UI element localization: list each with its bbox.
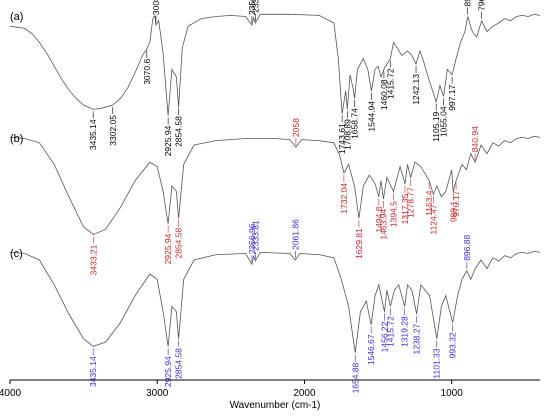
peak-label: 2854.58 <box>174 116 184 147</box>
peak-label: 1494.8 <box>374 206 384 232</box>
x-tick-label: 1000 <box>441 388 464 399</box>
panel-label: (a) <box>10 11 23 23</box>
peak-label: 989.1 <box>448 201 458 223</box>
peak-label: 1743.61 <box>337 123 347 154</box>
peak-label: 1708.89 <box>342 119 352 150</box>
peak-label: 3433.21 <box>88 244 98 275</box>
peak-label: 1460.08 <box>379 79 389 110</box>
x-axis-title: Wavenumber (cm-1) <box>230 400 321 411</box>
peak-label: 1055.04 <box>439 106 449 137</box>
panel-label: (c) <box>10 248 23 260</box>
peak-label: 2854.58 <box>174 348 184 379</box>
x-tick-label: 2000 <box>293 388 316 399</box>
peak-label: 1317.35 <box>400 193 410 224</box>
peak-label: 1463.94 <box>378 209 388 240</box>
peak-label: 896.88 <box>462 235 472 261</box>
peak-label: 3008.88 <box>151 0 161 15</box>
spectrum-line <box>9 135 541 236</box>
peak-label: 1319.28 <box>400 316 410 347</box>
peak-label: 1101.33 <box>432 348 442 378</box>
peak-label: 1544.94 <box>366 101 376 132</box>
peak-label: 840.94 <box>470 126 480 152</box>
peak-label: 997.17 <box>447 85 457 111</box>
peak-label: 1153.4 <box>424 190 434 216</box>
peak-label: 2925.94 <box>163 233 173 264</box>
peak-label: 993.32 <box>448 332 458 358</box>
peak-label: 1732.04 <box>339 183 349 214</box>
panel-1: (a) 3435.14 3302.05 3070.6 3008.88 2925.94285… <box>9 0 541 156</box>
spectrum-line <box>9 13 541 116</box>
x-tick-label: 3000 <box>146 388 169 399</box>
peak-label: 1658.74 <box>350 108 360 139</box>
peak-label: 2356.96 <box>247 0 257 15</box>
peak-label: 891.09 <box>463 0 473 7</box>
peak-label: 970.17 <box>451 190 461 216</box>
peak-label: 2356.96 <box>247 223 257 254</box>
peak-label: 2061.86 <box>290 219 300 250</box>
peak-label: 1456.22 <box>380 321 390 352</box>
x-tick-label: 4000 <box>0 388 22 399</box>
peak-label: 2333.81 <box>250 0 260 13</box>
peak-label: 1415.72 <box>386 68 396 99</box>
peak-label: 1105.19 <box>431 111 441 141</box>
peak-label: 1546.67 <box>366 334 376 365</box>
peak-label: 1629.81 <box>354 228 364 259</box>
peak-label: 3435.14 <box>88 356 98 387</box>
spectrum-line <box>9 250 541 353</box>
peak-label: 1415.72 <box>386 316 396 347</box>
peak-label: 1654.88 <box>350 362 360 393</box>
peak-label: 1394.5 <box>389 201 399 227</box>
x-axis: 4000 3000 2000 1000 Wavenumber (cm-1) <box>0 379 540 411</box>
peak-label: 3302.05 <box>108 115 118 146</box>
peak-label: 1278.77 <box>406 187 416 218</box>
spectra-panels: (a)3435.143302.053070.63008.882925.94285… <box>9 0 541 393</box>
peak-label: 1242.13 <box>411 74 421 105</box>
peak-label: 1238.27 <box>412 324 422 355</box>
peak-label: 1124.47 <box>428 204 438 234</box>
x-ticks: 4000 3000 2000 1000 <box>0 380 463 399</box>
peak-label: 2925.94 <box>163 356 173 387</box>
peak-label: 2925.94 <box>163 125 173 156</box>
panel-label: (b) <box>10 133 23 145</box>
peak-label: 2058 <box>291 118 301 137</box>
peak-label: 3070.6 <box>142 59 152 85</box>
peak-label: 2333.81 <box>250 220 260 251</box>
peak-label: 2854.58 <box>174 228 184 259</box>
peak-label: 796.58 <box>477 0 487 11</box>
panel-2: (b)3433.21 2925.94 2854.5820581732.041629.… <box>9 118 541 275</box>
peak-label: 3435.14 <box>88 119 98 150</box>
